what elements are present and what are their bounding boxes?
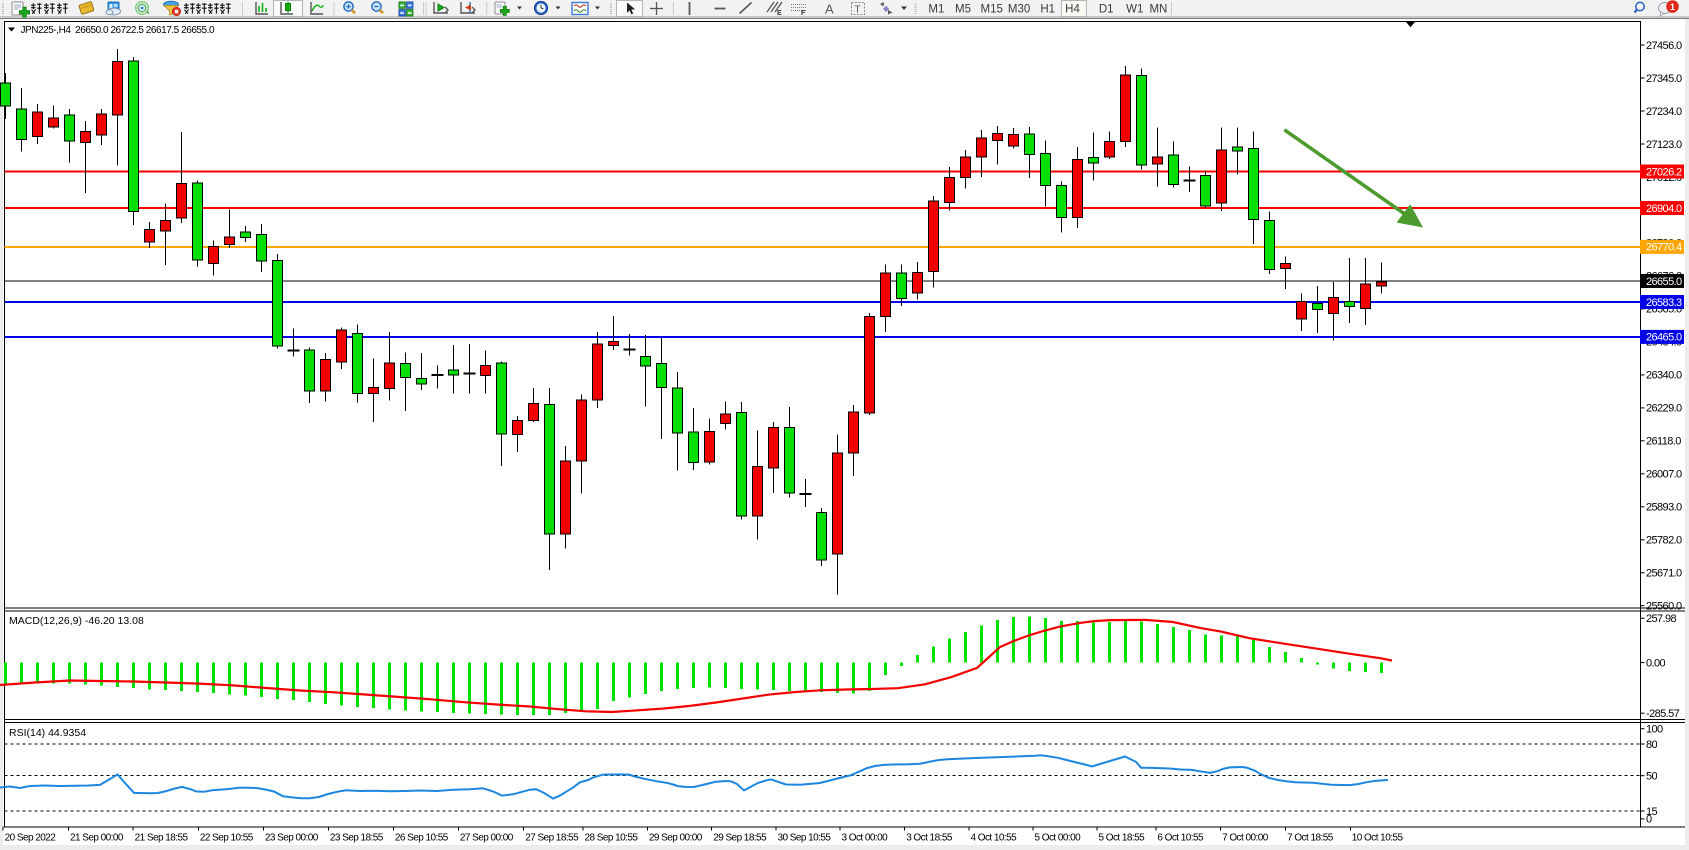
- svg-text:10 Oct 10:55: 10 Oct 10:55: [1352, 833, 1404, 844]
- svg-text:26655.0: 26655.0: [1646, 276, 1682, 288]
- svg-text:23 Sep 00:00: 23 Sep 00:00: [265, 833, 319, 844]
- svg-text:15: 15: [1646, 806, 1658, 818]
- svg-text:M5: M5: [955, 4, 971, 16]
- svg-text:22 Sep 10:55: 22 Sep 10:55: [200, 833, 254, 844]
- svg-text:F: F: [801, 10, 806, 17]
- svg-text:26340.0: 26340.0: [1646, 370, 1682, 382]
- svg-text:W1: W1: [1126, 4, 1143, 16]
- svg-text:27234.0: 27234.0: [1646, 106, 1682, 118]
- svg-text:27345.0: 27345.0: [1646, 73, 1682, 85]
- svg-text:JPN225-,H4 26650.0 26722.5 26: JPN225-,H4 26650.0 26722.5 26617.5 26655…: [21, 25, 215, 36]
- svg-text:5 Oct 00:00: 5 Oct 00:00: [1035, 833, 1082, 844]
- svg-text:MN: MN: [1149, 4, 1167, 16]
- svg-text:26770.4: 26770.4: [1646, 242, 1682, 254]
- svg-text:29 Sep 00:00: 29 Sep 00:00: [649, 833, 703, 844]
- svg-text:7 Oct 00:00: 7 Oct 00:00: [1222, 833, 1269, 844]
- svg-text:26118.0: 26118.0: [1646, 436, 1681, 448]
- svg-text:M15: M15: [981, 4, 1003, 16]
- svg-text:6 Oct 10:55: 6 Oct 10:55: [1157, 833, 1204, 844]
- svg-text:3 Oct 00:00: 3 Oct 00:00: [842, 833, 889, 844]
- svg-text:0: 0: [1646, 814, 1652, 826]
- svg-text:21 Sep 00:00: 21 Sep 00:00: [70, 833, 124, 844]
- svg-text:MACD(12,26,9) -46.20 13.08: MACD(12,26,9) -46.20 13.08: [9, 615, 144, 627]
- svg-text:-285.57: -285.57: [1646, 708, 1680, 720]
- svg-text:5 Oct 18:55: 5 Oct 18:55: [1099, 833, 1146, 844]
- svg-text:26229.0: 26229.0: [1646, 403, 1682, 415]
- svg-text:D1: D1: [1099, 4, 1114, 16]
- svg-text:25671.0: 25671.0: [1646, 568, 1682, 580]
- svg-text:M1: M1: [928, 4, 944, 16]
- svg-text:26583.3: 26583.3: [1646, 297, 1682, 309]
- svg-text:80: 80: [1646, 739, 1658, 751]
- svg-text:50: 50: [1646, 771, 1658, 783]
- svg-text:0.00: 0.00: [1646, 657, 1665, 669]
- svg-text:E: E: [777, 10, 782, 17]
- svg-text:100: 100: [1646, 724, 1663, 736]
- svg-text:25893.0: 25893.0: [1646, 502, 1682, 514]
- svg-text:3 Oct 18:55: 3 Oct 18:55: [906, 833, 953, 844]
- svg-text:27026.2: 27026.2: [1646, 166, 1682, 178]
- svg-text:26007.0: 26007.0: [1646, 469, 1682, 481]
- svg-text:27456.0: 27456.0: [1646, 40, 1682, 52]
- svg-text:H1: H1: [1040, 4, 1055, 16]
- svg-text:H4: H4: [1065, 4, 1080, 16]
- svg-text:26 Sep 10:55: 26 Sep 10:55: [395, 833, 449, 844]
- svg-text:25782.0: 25782.0: [1646, 535, 1682, 547]
- svg-text:28 Sep 10:55: 28 Sep 10:55: [585, 833, 639, 844]
- svg-text:4 Oct 10:55: 4 Oct 10:55: [971, 833, 1018, 844]
- svg-text:21 Sep 18:55: 21 Sep 18:55: [135, 833, 189, 844]
- svg-text:29 Sep 18:55: 29 Sep 18:55: [713, 833, 767, 844]
- svg-text:26904.0: 26904.0: [1646, 203, 1682, 215]
- svg-text:27123.0: 27123.0: [1646, 139, 1682, 151]
- svg-text:RSI(14) 44.9354: RSI(14) 44.9354: [9, 727, 86, 739]
- svg-text:20 Sep 2022: 20 Sep 2022: [5, 833, 57, 844]
- svg-text:M30: M30: [1008, 4, 1030, 16]
- svg-text:7 Oct 18:55: 7 Oct 18:55: [1287, 833, 1334, 844]
- svg-text:26465.0: 26465.0: [1646, 332, 1682, 344]
- svg-text:T: T: [855, 5, 861, 16]
- svg-text:1: 1: [1670, 2, 1675, 12]
- svg-text:27 Sep 18:55: 27 Sep 18:55: [525, 833, 579, 844]
- svg-text:27 Sep 00:00: 27 Sep 00:00: [460, 833, 514, 844]
- svg-text:A: A: [825, 2, 834, 17]
- svg-text:23 Sep 18:55: 23 Sep 18:55: [330, 833, 384, 844]
- svg-text:30 Sep 10:55: 30 Sep 10:55: [778, 833, 832, 844]
- svg-text:257.98: 257.98: [1646, 613, 1677, 625]
- svg-text:25560.0: 25560.0: [1646, 601, 1682, 613]
